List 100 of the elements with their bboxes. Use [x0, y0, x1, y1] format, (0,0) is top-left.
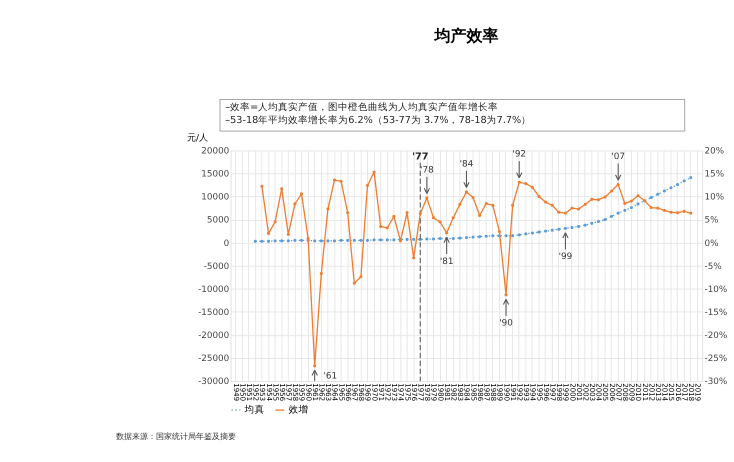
annotation: '78: [420, 165, 434, 176]
x-tick-label: 2010: [634, 383, 644, 402]
x-tick-label: 1951: [244, 383, 254, 402]
x-tick-label: 1975: [403, 383, 412, 402]
source-note: 数据来源：国家统计局年鉴及摘要: [116, 432, 236, 442]
y2-tick-label: -25%: [704, 354, 728, 364]
y2-tick-label: -5%: [704, 262, 722, 272]
y-tick-label: 20000: [201, 146, 230, 157]
x-tick-label: 2001: [574, 383, 584, 402]
x-tick-label: 1979: [430, 383, 439, 402]
x-tick-label: 1972: [384, 383, 393, 402]
x-tick-label: 2007: [614, 383, 624, 402]
x-tick-label: 2002: [581, 383, 590, 402]
x-tick-label: 1991: [508, 383, 518, 402]
x-tick-label: 1959: [298, 383, 307, 402]
x-tick-label: 1957: [284, 383, 294, 402]
text: –效率=人均真实产值，图中橙色曲线为人均真实产值年增长率: [225, 100, 498, 113]
x-tick-label: 2009: [628, 383, 637, 402]
x-tick-label: 2011: [640, 383, 650, 402]
x-tick-label: 1953: [258, 383, 268, 402]
x-tick-label: 2004: [594, 383, 604, 402]
y-tick-label: -30000: [198, 377, 230, 388]
x-tick-label: 1992: [515, 383, 524, 402]
x-tick-label: 2017: [680, 383, 690, 402]
chart-title: 均产效率: [433, 26, 498, 45]
y-tick-label: -25000: [198, 354, 230, 364]
y2-tick-label: 20%: [704, 146, 724, 157]
x-tick-label: 2003: [588, 383, 598, 402]
x-tick-label: 1954: [264, 383, 274, 402]
x-tick-label: 2012: [647, 383, 656, 402]
x-tick-label: 2005: [601, 383, 610, 402]
x-tick-label: 1999: [562, 383, 571, 402]
x-tick-label: 1952: [252, 383, 261, 402]
y2-tick-label: 0%: [704, 238, 718, 249]
x-tick-label: 1970: [370, 383, 380, 402]
x-tick-label: 1962: [318, 383, 327, 402]
x-tick-label: 1966: [344, 383, 353, 402]
x-tick-label: 1965: [337, 383, 346, 402]
x-tick-label: 1960: [304, 383, 314, 402]
y-tick-label: -5000: [204, 262, 230, 272]
x-tick-label: 1995: [535, 383, 544, 402]
x-tick-label: 1993: [522, 383, 532, 402]
x-tick-label: 2019: [694, 383, 703, 402]
y-tick-label: -15000: [198, 308, 230, 318]
x-tick-label: 1994: [528, 383, 538, 402]
x-tick-label: 1968: [357, 383, 366, 402]
x-tick-label: 2016: [674, 383, 683, 402]
x-tick-label: 1977: [416, 383, 426, 402]
x-tick-label: 1978: [423, 383, 432, 402]
x-tick-label: 2015: [667, 383, 676, 402]
x-tick-label: 2018: [687, 383, 696, 402]
x-tick-label: 1996: [542, 383, 551, 402]
y2-tick-label: 10%: [704, 192, 724, 203]
x-tick-label: 1955: [271, 383, 280, 402]
y-axis-title: 元/人: [187, 132, 208, 144]
y2-tick-label: -15%: [704, 308, 728, 318]
annotation: '90: [499, 318, 514, 329]
y-tick-label: 15000: [201, 170, 230, 180]
legend-label: 均真: [244, 404, 265, 416]
annotation: '81: [440, 256, 454, 267]
y2-tick-label: 15%: [704, 170, 724, 180]
y-tick-label: 5000: [206, 216, 230, 226]
annotation: '99: [558, 252, 572, 262]
x-tick-label: 1973: [390, 383, 400, 402]
x-tick-label: 1956: [278, 383, 287, 402]
x-tick-label: 1961: [310, 383, 320, 402]
y2-tick-label: 5%: [704, 216, 718, 226]
y-tick-label: -10000: [198, 284, 230, 295]
x-tick-label: 1976: [410, 383, 419, 402]
x-tick-label: 2013: [654, 383, 664, 402]
x-tick-label: 1969: [364, 383, 373, 402]
x-tick-label: 1949: [232, 383, 241, 402]
text: –53-18年平均效率增长率为6.2%（53-77为 3.7%，78-18为7.7%）: [225, 114, 532, 126]
x-tick-label: 1984: [462, 383, 472, 402]
y2-tick-label: -30%: [704, 377, 728, 388]
annotation: '84: [460, 159, 474, 170]
x-tick-label: 1982: [449, 383, 458, 402]
x-tick-label: 1987: [482, 383, 492, 402]
x-tick-label: 1950: [238, 383, 248, 402]
y-tick-label: -20000: [198, 331, 230, 341]
x-tick-label: 1990: [502, 383, 512, 402]
x-tick-label: 1985: [469, 383, 478, 402]
x-tick-label: 1997: [548, 383, 558, 402]
y2-tick-label: -10%: [704, 284, 728, 295]
x-tick-label: 1983: [456, 383, 466, 402]
ref-line-label: '77: [412, 151, 428, 162]
x-tick-label: 1986: [476, 383, 485, 402]
x-tick-label: 1988: [489, 383, 498, 402]
annotation: '92: [512, 150, 526, 160]
y2-tick-label: -20%: [704, 331, 728, 341]
x-tick-label: 1974: [396, 383, 406, 402]
x-tick-label: 1964: [330, 383, 340, 402]
annotation: '61: [324, 371, 338, 382]
x-tick-label: 2006: [608, 383, 617, 402]
x-tick-label: 1981: [442, 383, 452, 402]
x-tick-label: 1998: [555, 383, 564, 402]
x-tick-label: 1967: [350, 383, 360, 402]
x-tick-label: 1980: [436, 383, 446, 402]
x-tick-label: 2008: [621, 383, 630, 402]
x-tick-label: 1958: [291, 383, 300, 402]
